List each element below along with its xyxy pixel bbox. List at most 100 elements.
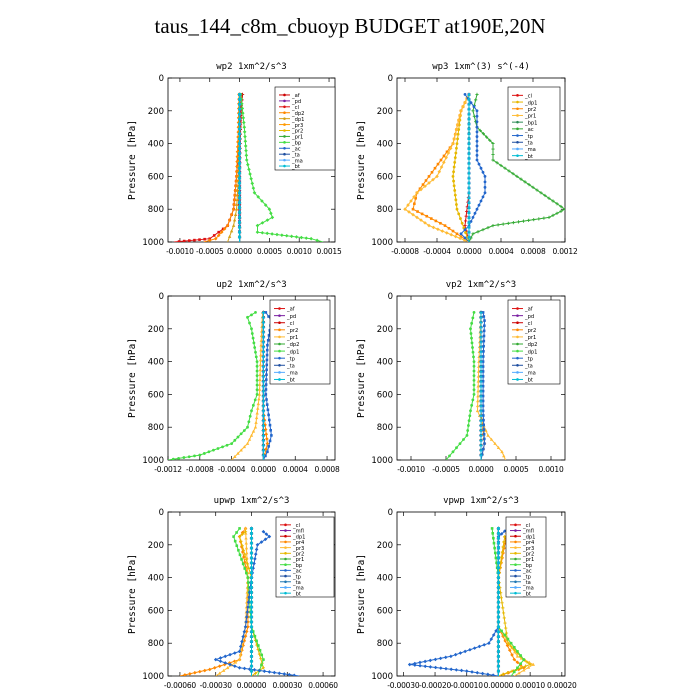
series-point (438, 656, 443, 661)
series-point (467, 131, 471, 136)
series-point (479, 310, 483, 314)
series-point (493, 441, 497, 445)
series-point (419, 187, 423, 192)
series-point (471, 109, 475, 113)
series-point (547, 196, 551, 200)
series-point (475, 409, 480, 413)
series-point (235, 202, 239, 206)
series-point (483, 319, 486, 322)
legend-label: _ta (292, 580, 301, 586)
series-point (407, 210, 411, 214)
series-point (403, 207, 407, 211)
series-point (265, 437, 269, 441)
series-point (258, 648, 262, 652)
legend-label: _pr4 (292, 540, 305, 546)
series-point (264, 432, 269, 437)
series-point (250, 532, 253, 535)
series-point (448, 146, 453, 151)
series-layer (179, 526, 300, 676)
series-point (265, 441, 270, 446)
series-point (472, 105, 476, 109)
series-point (261, 404, 266, 408)
series-point (238, 230, 241, 234)
series-point (260, 221, 265, 225)
series-point (242, 125, 247, 129)
series-point (228, 662, 232, 667)
legend-marker (514, 580, 517, 584)
series-point (464, 669, 469, 673)
series-point (233, 660, 238, 664)
series-point (253, 398, 257, 402)
series-point (255, 230, 260, 234)
series-point (448, 454, 451, 458)
page-title: taus_144_c8m_cbuoyp BUDGET at190E,20N (154, 14, 546, 38)
series-point (452, 165, 456, 169)
series-point (254, 350, 257, 354)
series-point (219, 230, 224, 234)
legend-label: _bt (524, 154, 533, 160)
series-point (506, 637, 510, 641)
series-point (244, 541, 248, 545)
legend-marker (516, 363, 519, 367)
legend-marker (284, 574, 287, 578)
series-point (497, 610, 500, 614)
series-point (247, 566, 251, 571)
series-point (471, 232, 475, 236)
series-point (198, 238, 201, 241)
legend-marker (284, 540, 287, 544)
series-point (238, 107, 241, 111)
x-tick-label: 0.0000 (227, 247, 252, 256)
chart-title: up2 1xm^2/s^3 (216, 280, 286, 290)
series-point (251, 186, 256, 190)
series-point (202, 668, 207, 673)
series-point (245, 610, 250, 614)
series-point (482, 428, 486, 431)
legend-label: _tp (286, 356, 296, 362)
series-point (535, 188, 539, 192)
series-point (259, 343, 263, 347)
series-point (515, 654, 520, 658)
series-point (481, 370, 485, 373)
series-point (449, 654, 453, 659)
series-layer (168, 310, 273, 460)
legend-marker (278, 378, 281, 381)
series-point (488, 138, 492, 142)
series-point (232, 198, 237, 202)
series-point (502, 616, 506, 620)
legend-label: _bt (524, 378, 533, 384)
series-point (238, 127, 241, 131)
series-point (240, 639, 244, 644)
series-point (467, 181, 471, 185)
legend-label: _bt (292, 591, 301, 597)
legend-marker (284, 580, 287, 584)
series-point (225, 223, 230, 228)
series-point (465, 434, 469, 437)
series-point (239, 539, 243, 543)
series-point (479, 374, 483, 378)
series-point (217, 664, 222, 668)
series-point (261, 335, 266, 339)
series-point (462, 238, 467, 242)
series-point (255, 364, 259, 368)
series-point (243, 553, 247, 557)
series-point (467, 92, 471, 96)
series-point (187, 455, 191, 459)
legend-marker (516, 154, 519, 157)
legend-label: _pr1 (522, 557, 534, 563)
series-point (479, 325, 483, 329)
series-point (240, 532, 245, 536)
series-point (260, 653, 264, 657)
series-point (261, 428, 266, 433)
series-point (458, 442, 462, 445)
series-point (486, 433, 490, 437)
series-point (250, 566, 253, 570)
series-point (264, 532, 269, 536)
series-point (269, 211, 273, 216)
y-tick-label: 200 (377, 541, 393, 551)
series-point (258, 382, 262, 386)
series-point (240, 558, 243, 561)
series-point (455, 142, 459, 146)
series-point (419, 218, 423, 222)
series-point (259, 338, 263, 342)
x-tick-label: -0.0010 (397, 465, 425, 474)
